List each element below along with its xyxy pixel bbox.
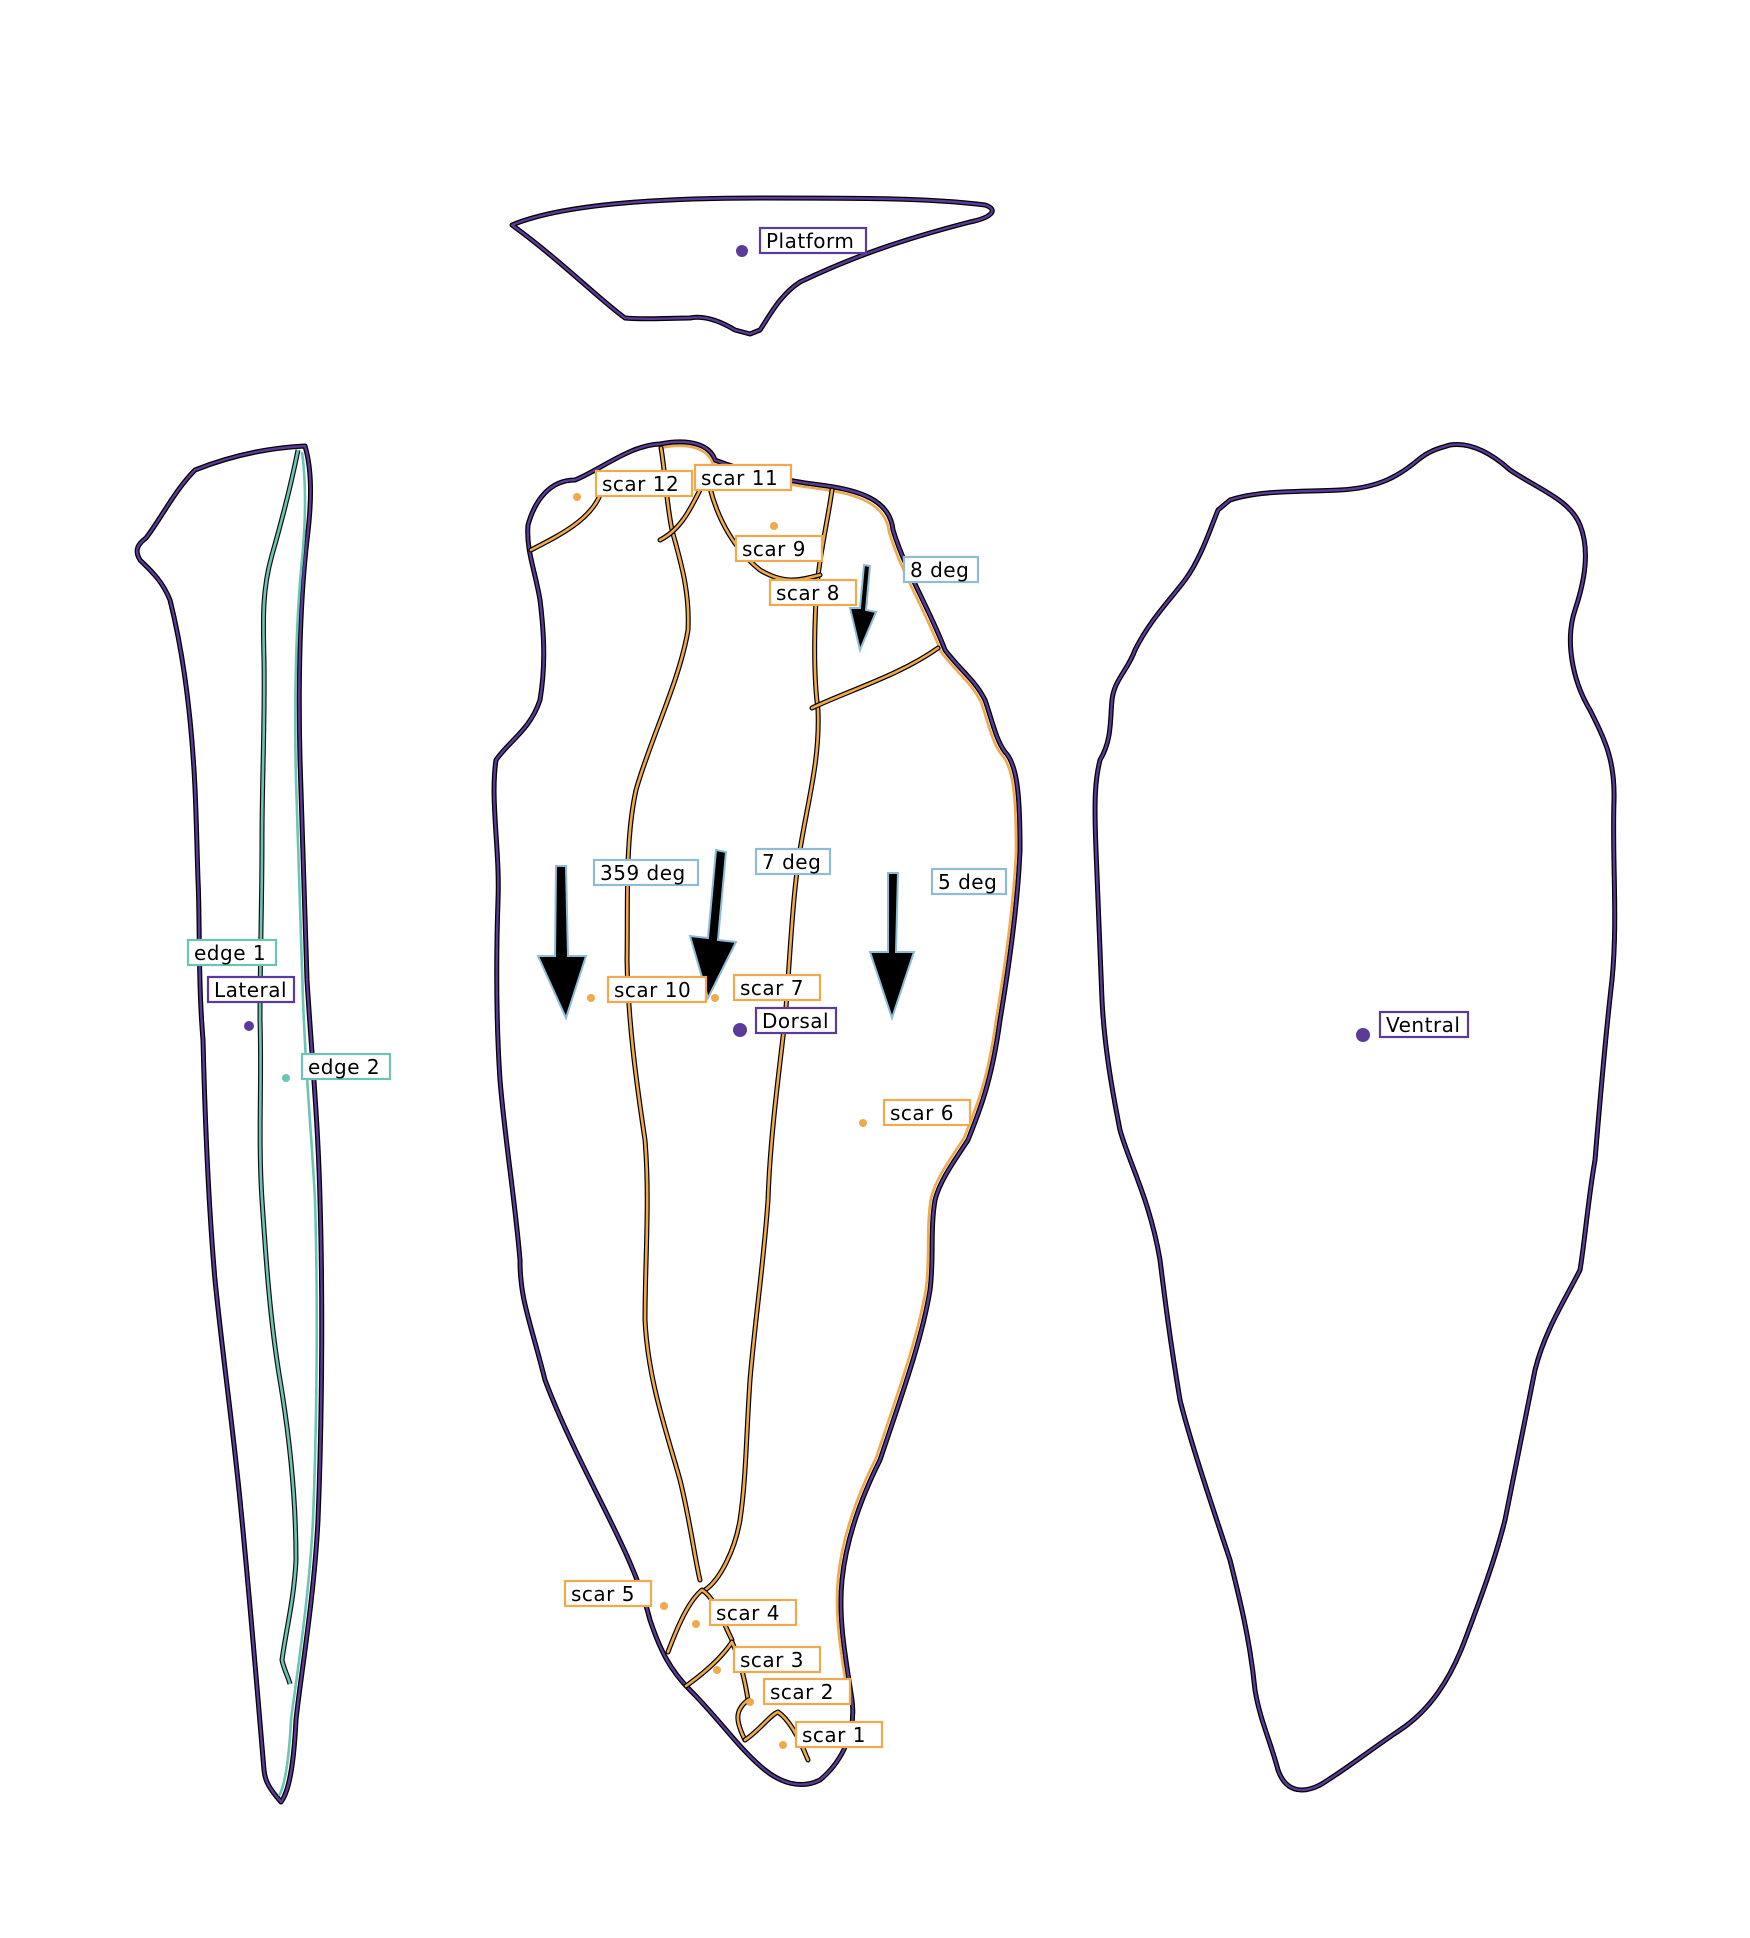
lateral-centroid: [244, 1021, 254, 1031]
direction-arrow-8: [848, 563, 878, 654]
scar-11-label: scar 11: [693, 463, 793, 492]
direction-8-label: 8 deg: [902, 555, 980, 584]
scar-7-label: scar 7: [732, 973, 822, 1002]
scar-1-label: scar 1: [794, 1720, 884, 1749]
svg-text:edge 2: edge 2: [308, 1055, 380, 1079]
svg-text:Platform: Platform: [766, 229, 854, 253]
direction-5-label: 5 deg: [930, 867, 1008, 896]
lateral-edge-ridge-trace: [258, 449, 300, 1685]
ventral-centroid: [1356, 1028, 1370, 1042]
dorsal-view: scar 12 scar 11 scar 9 scar 8 scar 10 sc…: [491, 439, 1023, 1787]
lateral-label: Lateral: [206, 975, 296, 1004]
dorsal-centroid: [733, 1023, 747, 1037]
edge-2-point: [282, 1074, 290, 1082]
svg-text:scar 4: scar 4: [716, 1601, 780, 1625]
ventral-outline-trace: [1093, 443, 1616, 1792]
svg-text:scar 5: scar 5: [571, 1582, 635, 1606]
svg-text:359 deg: 359 deg: [600, 861, 686, 885]
scar-11-boundary-trace: [658, 488, 702, 542]
platform-view: Platform: [509, 195, 995, 337]
svg-text:Ventral: Ventral: [1386, 1013, 1461, 1037]
scar-10-label: scar 10: [606, 975, 708, 1004]
scar-distal-3-trace: [736, 1698, 750, 1742]
edge-2-label: edge 2: [300, 1052, 392, 1081]
platform-outline-trace: [510, 196, 994, 336]
svg-text:8 deg: 8 deg: [910, 558, 969, 582]
scar-points: [573, 493, 868, 1749]
ventral-outline: [1092, 441, 1618, 1793]
platform-outline: [509, 195, 995, 337]
edge-1-label: edge 1: [186, 938, 278, 967]
ventral-view: Ventral: [1092, 441, 1618, 1793]
lateral-edge-outer: [277, 451, 319, 1797]
svg-text:scar 7: scar 7: [740, 976, 804, 1000]
svg-text:scar 3: scar 3: [740, 1648, 804, 1672]
direction-359-label: 359 deg: [592, 858, 700, 887]
ventral-label: Ventral: [1378, 1010, 1470, 1039]
svg-text:scar 10: scar 10: [614, 978, 691, 1002]
scar-12-boundary-trace: [529, 493, 602, 552]
scar-2-label: scar 2: [762, 1677, 852, 1706]
svg-text:scar 12: scar 12: [602, 472, 679, 496]
scar-6-label: scar 6: [882, 1098, 972, 1127]
direction-7-label: 7 deg: [754, 847, 832, 876]
svg-text:scar 6: scar 6: [890, 1101, 954, 1125]
scar-9-label: scar 9: [734, 534, 824, 563]
svg-text:scar 2: scar 2: [770, 1680, 834, 1704]
direction-arrow-359: [536, 865, 588, 1021]
svg-text:edge 1: edge 1: [194, 941, 266, 965]
dorsal-label: Dorsal: [754, 1006, 838, 1035]
svg-text:scar 11: scar 11: [701, 466, 778, 490]
svg-text:Lateral: Lateral: [214, 978, 287, 1002]
svg-text:5 deg: 5 deg: [938, 870, 997, 894]
platform-label: Platform: [758, 226, 868, 255]
svg-text:scar 9: scar 9: [742, 537, 806, 561]
scar-4-label: scar 4: [708, 1598, 798, 1627]
scar-8-boundary-trace: [810, 646, 940, 710]
svg-text:7 deg: 7 deg: [762, 850, 821, 874]
scar-8-label: scar 8: [768, 578, 858, 607]
lateral-view: edge 1 Lateral edge 2: [134, 443, 392, 1805]
svg-text:scar 1: scar 1: [802, 1723, 866, 1747]
platform-centroid: [736, 245, 748, 257]
scar-12-label: scar 12: [594, 469, 694, 498]
dorsal-scar-margin: [658, 444, 1018, 1700]
svg-text:Dorsal: Dorsal: [762, 1009, 829, 1033]
direction-arrow-7: [688, 848, 738, 1001]
svg-text:scar 8: scar 8: [776, 581, 840, 605]
scar-ridge-1-trace: [625, 446, 702, 1582]
scar-3-label: scar 3: [732, 1645, 822, 1674]
lateral-outline-trace: [135, 444, 323, 1804]
scar-distal-2-trace: [684, 1640, 750, 1702]
scar-5-label: scar 5: [563, 1579, 653, 1608]
direction-arrow-5: [868, 872, 916, 1022]
